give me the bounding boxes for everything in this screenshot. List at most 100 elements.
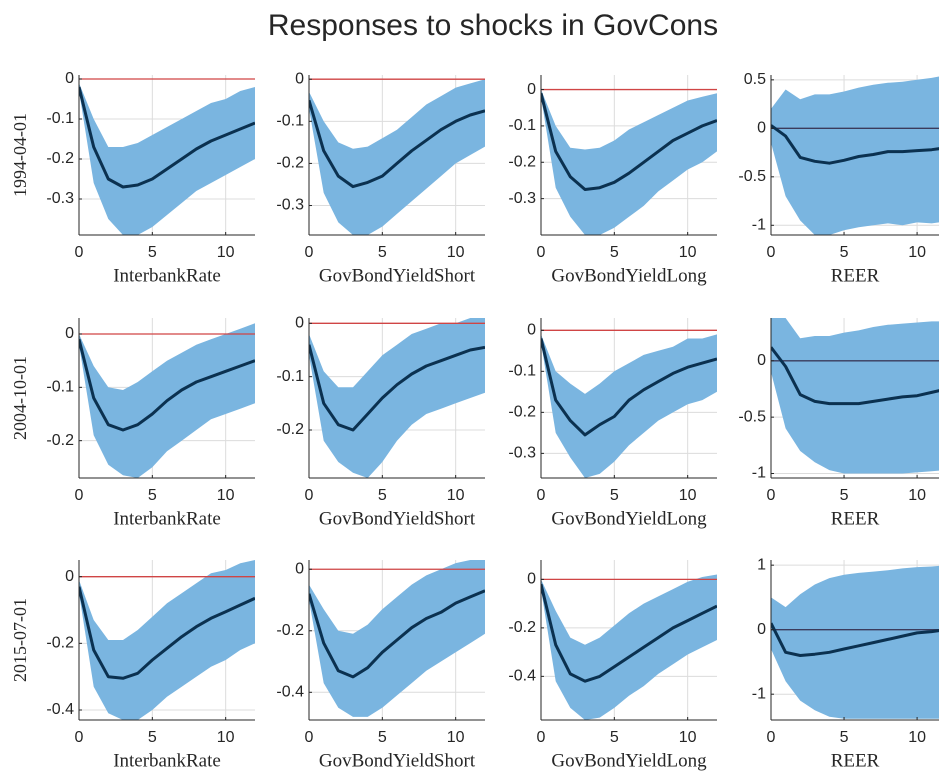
x-tick-label: 0	[305, 487, 314, 504]
y-tick-label: 0	[295, 70, 304, 87]
y-tick-label: 0	[295, 315, 304, 332]
x-tick-label: 5	[148, 729, 157, 746]
response-line	[771, 346, 939, 406]
y-tick-label: -1	[752, 465, 766, 482]
y-tick-label: -0.1	[508, 363, 536, 380]
x-tick-label: 10	[217, 487, 235, 504]
subplot: 0 5 10 -0.2 -0.1 0 InterbankRate 2004-10-01	[10, 318, 255, 529]
confidence-band	[79, 560, 255, 720]
y-tick-label: -0.2	[46, 432, 74, 449]
x-tick-label: 5	[378, 487, 387, 504]
x-tick-label: 0	[75, 729, 84, 746]
x-axis-label: InterbankRate	[113, 265, 221, 286]
y-tick-label: -1	[752, 685, 766, 702]
x-axis-label: GovBondYieldShort	[319, 750, 476, 771]
response-line	[541, 338, 717, 437]
y-tick-label: 0	[527, 322, 536, 339]
plot-area	[79, 78, 255, 235]
response-line	[309, 589, 485, 679]
y-tick-label: 1	[757, 556, 766, 573]
plot-area	[79, 323, 255, 478]
plot-area	[79, 560, 255, 720]
y-tick-label: -0.2	[46, 635, 74, 652]
y-tick-label: 0	[757, 352, 766, 369]
subplot: 0 5 10 -0.3 -0.2 -0.1 0 InterbankRate 1994-04-01	[10, 70, 255, 286]
y-tick-label: -0.1	[276, 368, 304, 385]
response-line	[79, 586, 255, 680]
x-tick-label: 5	[840, 729, 849, 746]
y-tick-label: -0.2	[276, 622, 304, 639]
x-tick-label: 0	[305, 729, 314, 746]
y-tick-label: -0.3	[508, 445, 536, 462]
x-axis-label: GovBondYieldShort	[319, 508, 476, 529]
plot-area	[309, 318, 485, 478]
x-tick-label: 0	[767, 244, 776, 261]
x-tick-label: 0	[767, 729, 776, 746]
y-tick-label: -0.3	[276, 197, 304, 214]
x-tick-label: 10	[447, 729, 465, 746]
plot-area	[541, 88, 717, 235]
y-tick-label: 0	[527, 81, 536, 98]
x-tick-label: 10	[908, 244, 926, 261]
y-tick-label: -0.4	[508, 668, 536, 685]
subplot: 0 5 10 -0.4 -0.2 0 GovBondYieldLong	[508, 560, 717, 771]
x-tick-label: 5	[148, 487, 157, 504]
y-tick-label: -0.2	[46, 150, 74, 167]
x-tick-label: 10	[447, 487, 465, 504]
y-tick-label: -0.2	[508, 404, 536, 421]
subplot: 0 5 10 -0.4 -0.2 0 InterbankRate 2015-07-01	[10, 560, 255, 771]
y-tick-label: 0	[757, 621, 766, 638]
x-tick-label: 5	[378, 244, 387, 261]
response-line	[771, 124, 939, 165]
y-tick-label: 0	[295, 560, 304, 577]
y-tick-label: -0.4	[276, 684, 304, 701]
response-line	[309, 344, 485, 432]
x-axis-label: GovBondYieldLong	[551, 265, 707, 286]
y-axis-label: 2004-10-01	[10, 356, 30, 440]
x-tick-label: 10	[679, 487, 697, 504]
subplot: 0 5 10 -0.3 -0.2 -0.1 0 GovBondYieldLong	[508, 75, 717, 286]
confidence-band	[771, 318, 939, 474]
x-tick-label: 0	[75, 487, 84, 504]
plot-area	[541, 574, 717, 720]
x-tick-label: 0	[537, 487, 546, 504]
y-tick-label: -0.1	[46, 379, 74, 396]
plot-area	[771, 565, 939, 719]
x-tick-label: 5	[610, 729, 619, 746]
confidence-band	[541, 574, 717, 720]
x-axis-label: GovBondYieldShort	[319, 265, 476, 286]
x-tick-label: 5	[148, 244, 157, 261]
confidence-band	[309, 318, 485, 478]
confidence-band	[771, 565, 939, 719]
response-line	[309, 99, 485, 189]
x-tick-label: 0	[537, 729, 546, 746]
y-tick-label: -0.3	[46, 190, 74, 207]
x-tick-label: 10	[447, 244, 465, 261]
x-axis-label: REER	[831, 508, 880, 529]
y-tick-label: -0.5	[738, 168, 766, 185]
plot-area	[309, 78, 485, 235]
subplot: 0 5 10 -0.2 -0.1 0 GovBondYieldShort	[276, 315, 485, 529]
y-tick-label: 0	[65, 568, 74, 585]
subplot: 0 5 10 -0.3 -0.2 -0.1 0 GovBondYieldLong	[508, 318, 717, 529]
x-axis-label: InterbankRate	[113, 508, 221, 529]
subplot: 0 5 10 -1 0 1 REER	[752, 556, 939, 771]
subplot: 0 5 10 -1 -0.5 0 REER	[738, 318, 939, 529]
y-tick-label: 0	[65, 325, 74, 342]
x-tick-label: 10	[679, 729, 697, 746]
x-tick-label: 10	[217, 244, 235, 261]
plot-area	[541, 329, 717, 478]
y-axis-label: 2015-07-01	[10, 598, 30, 682]
x-tick-label: 0	[537, 244, 546, 261]
x-tick-label: 10	[908, 487, 926, 504]
subplot: 0 5 10 -0.3 -0.2 -0.1 0 GovBondYieldShort	[276, 70, 485, 286]
confidence-band	[541, 89, 717, 235]
x-tick-label: 5	[378, 729, 387, 746]
y-tick-label: 0	[527, 571, 536, 588]
x-tick-label: 0	[767, 487, 776, 504]
y-tick-label: -0.3	[508, 190, 536, 207]
y-tick-label: -0.2	[276, 421, 304, 438]
response-line	[541, 583, 717, 683]
x-tick-label: 10	[679, 244, 697, 261]
